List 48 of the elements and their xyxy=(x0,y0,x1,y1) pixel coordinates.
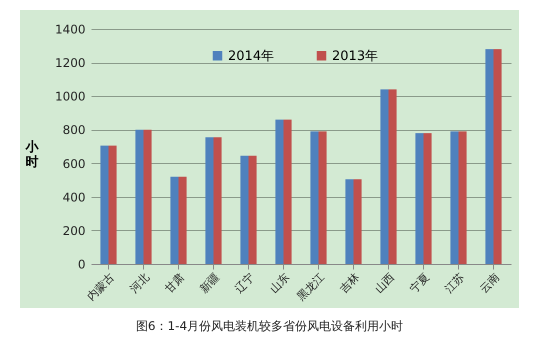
bar xyxy=(170,176,178,264)
x-tick-label: 云南 xyxy=(477,270,502,296)
bar xyxy=(494,49,502,264)
bar xyxy=(275,120,284,264)
bar xyxy=(380,89,388,264)
legend-label: 2014年 xyxy=(228,48,274,64)
x-tick-label: 河北 xyxy=(127,270,152,296)
x-tick-label: 山西 xyxy=(372,270,397,296)
bar xyxy=(248,156,257,264)
y-tick-label: 600 xyxy=(62,156,86,171)
x-tick-label: 内蒙古 xyxy=(84,270,117,304)
bar xyxy=(205,137,214,264)
y-tick-label: 1400 xyxy=(54,22,86,36)
bar xyxy=(450,131,458,264)
bar xyxy=(178,176,187,264)
bar xyxy=(108,146,117,264)
bar xyxy=(284,120,292,264)
x-tick-label: 新疆 xyxy=(197,270,222,296)
bar xyxy=(144,130,152,264)
caption: 图6：1-4月份风电装机较多省份风电设备利用小时 xyxy=(134,318,404,335)
y-tick-label: 800 xyxy=(62,123,86,138)
x-tick-label: 山东 xyxy=(267,270,292,296)
bar xyxy=(318,131,327,264)
y-tick-label: 1200 xyxy=(54,56,86,70)
bar xyxy=(424,133,432,264)
bar xyxy=(388,89,397,264)
x-tick-label: 黑龙江 xyxy=(294,270,327,304)
x-tick-label: 江苏 xyxy=(442,270,467,296)
y-tick-label: 200 xyxy=(62,224,86,238)
x-tick-label: 辽宁 xyxy=(232,270,257,296)
y-axis-title: 小时 xyxy=(24,140,40,170)
bar xyxy=(100,146,108,264)
bar xyxy=(310,131,318,264)
bar xyxy=(345,179,354,264)
bar xyxy=(135,130,144,264)
x-tick-label: 宁夏 xyxy=(407,270,432,296)
bar xyxy=(354,179,362,264)
x-tick-label: 甘肃 xyxy=(162,270,187,296)
bar xyxy=(415,133,424,264)
y-tick-label: 0 xyxy=(78,258,86,272)
y-tick-label: 400 xyxy=(62,190,86,204)
y-tick-label: 1000 xyxy=(54,90,86,104)
bar xyxy=(485,49,494,264)
legend-label: 2013年 xyxy=(332,48,378,64)
bar xyxy=(458,131,467,264)
bar xyxy=(214,137,222,264)
bar xyxy=(240,156,248,264)
x-tick-label: 吉林 xyxy=(337,270,362,296)
